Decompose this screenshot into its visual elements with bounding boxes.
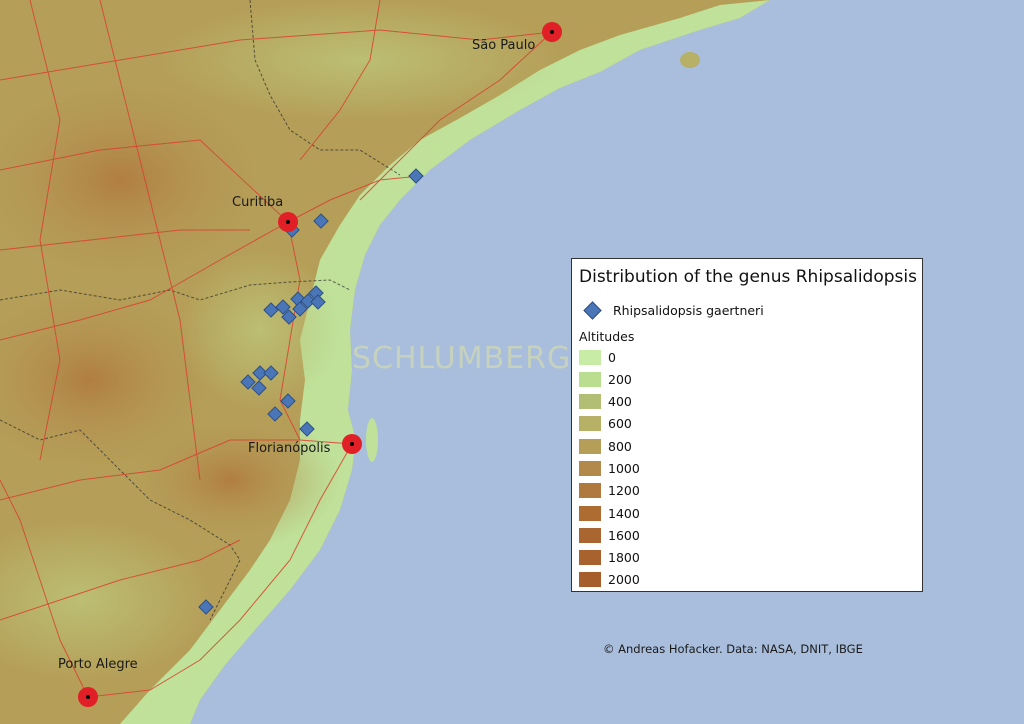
city-markers (78, 22, 562, 707)
altitude-swatch (579, 371, 601, 387)
city-marker-porto-alegre (78, 687, 98, 707)
legend-altitude-row: 0 (579, 348, 616, 366)
species-marker (310, 294, 326, 310)
species-marker (267, 406, 283, 422)
island (680, 52, 700, 68)
road-network (0, 0, 553, 698)
species-marker (198, 599, 214, 615)
island (366, 418, 378, 462)
species-marker (292, 301, 308, 317)
legend-altitude-row: 200 (579, 370, 632, 388)
species-marker (251, 380, 267, 396)
altitude-swatch (579, 549, 601, 565)
legend-title: Distribution of the genus Rhipsalidopsis (579, 267, 917, 287)
altitude-label: 1400 (608, 505, 640, 521)
species-marker (263, 302, 279, 318)
legend-altitude-row: 1800 (579, 548, 640, 566)
altitude-swatch (579, 527, 601, 543)
altitude-label: 1800 (608, 549, 640, 565)
species-markers (198, 168, 424, 615)
legend-altitude-row: 2000 (579, 570, 640, 588)
city-label-florianopolis: Florianópolis (248, 441, 331, 456)
altitude-label: 1200 (608, 482, 640, 498)
altitude-label: 2000 (608, 571, 640, 587)
city-marker-florianopolis (342, 434, 362, 454)
species-marker (408, 168, 424, 184)
species-marker (313, 213, 329, 229)
legend-altitude-row: 600 (579, 414, 632, 432)
species-marker (280, 393, 296, 409)
map-legend: Distribution of the genus Rhipsalidopsis… (571, 258, 923, 592)
state-borders (0, 0, 401, 621)
species-marker (299, 421, 315, 437)
city-label-porto-alegre: Porto Alegre (58, 657, 138, 672)
species-marker (275, 299, 291, 315)
species-marker (300, 293, 316, 309)
legend-altitude-row: 1000 (579, 459, 640, 477)
city-label-sao-paulo: São Paulo (472, 38, 536, 53)
legend-species-entry: Rhipsalidopsis gaertneri (583, 300, 764, 320)
altitude-swatch (579, 349, 601, 365)
coastal-lowland (120, 0, 770, 724)
city-marker-curitiba (278, 212, 298, 232)
species-marker (240, 374, 256, 390)
city-marker-sao-paulo (542, 22, 562, 42)
city-label-curitiba: Curitiba (232, 195, 284, 210)
species-marker (252, 365, 268, 381)
altitude-swatch (579, 393, 601, 409)
altitude-label: 800 (608, 438, 632, 454)
diamond-icon (583, 300, 602, 320)
altitude-label: 200 (608, 371, 632, 387)
map-credit: © Andreas Hofacker. Data: NASA, DNIT, IB… (603, 642, 863, 656)
species-marker (281, 309, 297, 325)
altitude-swatch (579, 438, 601, 454)
altitude-label: 1000 (608, 460, 640, 476)
altitude-label: 400 (608, 393, 632, 409)
legend-altitude-row: 400 (579, 392, 632, 410)
legend-altitude-row: 1200 (579, 481, 640, 499)
legend-altitudes-title: Altitudes (579, 329, 635, 344)
altitude-swatch (579, 415, 601, 431)
altitude-label: 0 (608, 349, 616, 365)
legend-altitude-row: 800 (579, 437, 632, 455)
legend-altitude-row: 1600 (579, 526, 640, 544)
legend-species-label: Rhipsalidopsis gaertneri (613, 302, 764, 318)
altitude-label: 600 (608, 415, 632, 431)
altitude-label: 1600 (608, 527, 640, 543)
altitude-swatch (579, 571, 601, 587)
altitude-swatch (579, 482, 601, 498)
legend-altitude-row: 1400 (579, 504, 640, 522)
species-marker (290, 291, 306, 307)
altitude-swatch (579, 460, 601, 476)
altitude-swatch (579, 505, 601, 521)
species-marker (263, 365, 279, 381)
